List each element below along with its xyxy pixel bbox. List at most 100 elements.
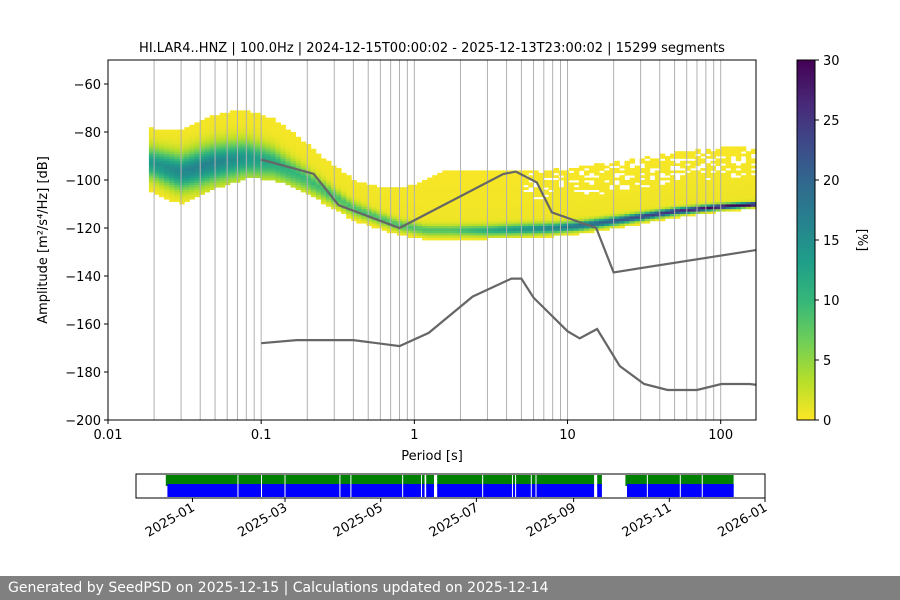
heatmap-cell	[310, 192, 317, 195]
heatmap-cell	[427, 208, 433, 212]
heatmap-cell	[680, 163, 686, 166]
heatmap-cell	[482, 228, 489, 231]
heatmap-cell	[452, 228, 458, 231]
heatmap-cell	[204, 182, 211, 186]
heatmap-cell	[442, 232, 448, 236]
heatmap-cell	[467, 218, 474, 222]
heatmap-cell	[371, 201, 377, 205]
heatmap-cell	[169, 151, 175, 154]
heatmap-cell	[361, 189, 367, 193]
heatmap-cell	[265, 163, 271, 166]
heatmap-cell	[604, 218, 610, 222]
heatmap-cell	[219, 129, 226, 133]
heatmap-cell	[675, 194, 681, 198]
heatmap-cell	[148, 165, 155, 169]
heatmap-cell	[214, 117, 221, 121]
heatmap-cell	[523, 211, 529, 214]
heatmap-cell	[305, 158, 312, 162]
heatmap-cell	[725, 172, 732, 176]
heatmap-cell	[609, 199, 615, 202]
heatmap-cell	[386, 201, 393, 205]
heatmap-cell	[735, 189, 742, 193]
heatmap-cell	[503, 213, 509, 217]
heatmap-cell	[563, 230, 570, 234]
heatmap-cell	[361, 194, 367, 198]
heatmap-cell	[720, 180, 727, 183]
heatmap-cell	[179, 160, 185, 164]
heatmap-cell	[690, 196, 696, 200]
heatmap-cell	[735, 170, 742, 174]
heatmap-cell	[624, 182, 630, 186]
heatmap-cell	[659, 206, 666, 210]
heatmap-cell	[189, 144, 195, 147]
heatmap-cell	[199, 141, 205, 145]
heatmap-cell	[685, 211, 691, 214]
heatmap-cell	[705, 180, 711, 183]
heatmap-cell	[740, 153, 747, 157]
heatmap-cell	[649, 189, 656, 193]
heatmap-cell	[538, 177, 544, 181]
heatmap-cell	[280, 144, 286, 147]
heatmap-cell	[639, 199, 646, 202]
heatmap-cell	[604, 208, 610, 212]
heatmap-cell	[558, 194, 565, 198]
heatmap-cell	[437, 204, 443, 207]
heatmap-cell	[685, 192, 691, 195]
heatmap-cell	[538, 175, 544, 178]
heatmap-cell	[508, 216, 514, 219]
heatmap-cell	[740, 206, 747, 210]
heatmap-cell	[675, 153, 681, 157]
heatmap-cell	[381, 192, 388, 195]
heatmap-cell	[432, 199, 438, 202]
heatmap-cell	[503, 189, 509, 193]
heatmap-cell	[148, 127, 155, 130]
heatmap-cell	[285, 129, 291, 133]
heatmap-cell	[594, 220, 600, 224]
heatmap-cell	[290, 165, 297, 169]
heatmap-cell	[169, 196, 175, 200]
heatmap-cell	[194, 122, 200, 126]
x-axis-ticks: 0.01 0.1 1 10 100	[94, 420, 733, 443]
heatmap-cell	[670, 196, 676, 200]
heatmap-cell	[659, 163, 666, 166]
heatmap-cell	[654, 177, 661, 181]
heatmap-cell	[528, 206, 534, 210]
heatmap-cell	[305, 187, 312, 190]
heatmap-cell	[730, 148, 737, 152]
heatmap-cell	[194, 156, 200, 159]
heatmap-cell	[427, 196, 433, 200]
heatmap-cell	[508, 208, 514, 212]
heatmap-cell	[563, 220, 570, 224]
heatmap-cell	[730, 184, 737, 188]
heatmap-cell	[629, 172, 635, 176]
heatmap-cell	[654, 182, 661, 186]
heatmap-cell	[159, 129, 165, 133]
heatmap-cell	[649, 199, 656, 202]
heatmap-cell	[558, 192, 565, 195]
heatmap-cell	[745, 180, 752, 183]
heatmap-cell	[543, 213, 549, 217]
heatmap-cell	[604, 177, 610, 181]
heatmap-cell	[164, 184, 170, 188]
heatmap-cell	[639, 168, 646, 171]
heatmap-cell	[295, 156, 302, 159]
heatmap-cell	[609, 201, 615, 205]
heatmap-cell	[735, 208, 742, 212]
heatmap-cell	[543, 170, 549, 174]
heatmap-cell	[189, 156, 195, 159]
heatmap-cell	[578, 196, 585, 200]
heatmap-cell	[533, 232, 539, 236]
heatmap-cell	[594, 196, 600, 200]
heatmap-cell	[523, 230, 529, 234]
heatmap-cell	[250, 153, 256, 157]
heatmap-cell	[649, 158, 656, 162]
heatmap-cell	[169, 141, 175, 145]
heatmap-cell	[336, 199, 342, 202]
heatmap-cell	[629, 192, 635, 195]
heatmap-cell	[553, 170, 560, 174]
heatmap-cell	[265, 136, 271, 140]
heatmap-cell	[573, 218, 580, 222]
heatmap-cell	[700, 153, 706, 157]
heatmap-cell	[174, 175, 180, 178]
heatmap-cell	[573, 216, 580, 219]
